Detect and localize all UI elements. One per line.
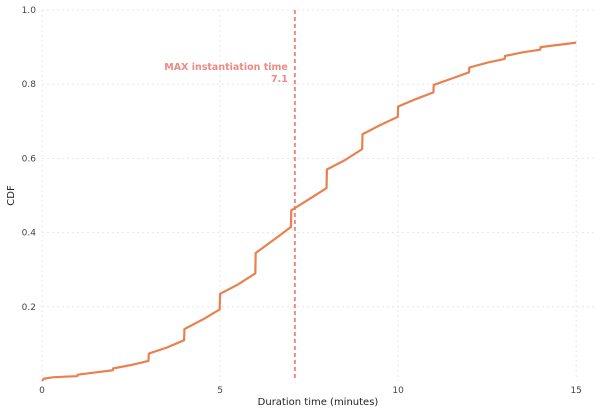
cdf-series-line <box>41 41 577 382</box>
x-tick-label: 5 <box>217 386 223 396</box>
x-tick-label: 10 <box>392 386 404 396</box>
y-tick-label: 0.6 <box>22 154 37 164</box>
y-axis-title: CDF <box>6 185 17 206</box>
y-tick-label: 1.0 <box>22 6 37 16</box>
labels-layer: 0 5 10 15 0.2 0.4 0.6 0.8 1.0 <box>22 6 582 396</box>
x-tick-label: 0 <box>39 386 45 396</box>
y-tick-label: 0.2 <box>22 303 36 313</box>
max-instantiation-annotation: MAX instantiation time <box>164 62 288 73</box>
y-tick-label: 0.4 <box>22 229 37 239</box>
x-axis-title: Duration time (minutes) <box>258 397 379 408</box>
grid-layer <box>41 9 594 381</box>
marks-layer <box>41 10 577 382</box>
y-tick-label: 0.8 <box>22 80 37 90</box>
max-instantiation-value: 7.1 <box>271 74 288 85</box>
x-tick-label: 15 <box>570 386 581 396</box>
